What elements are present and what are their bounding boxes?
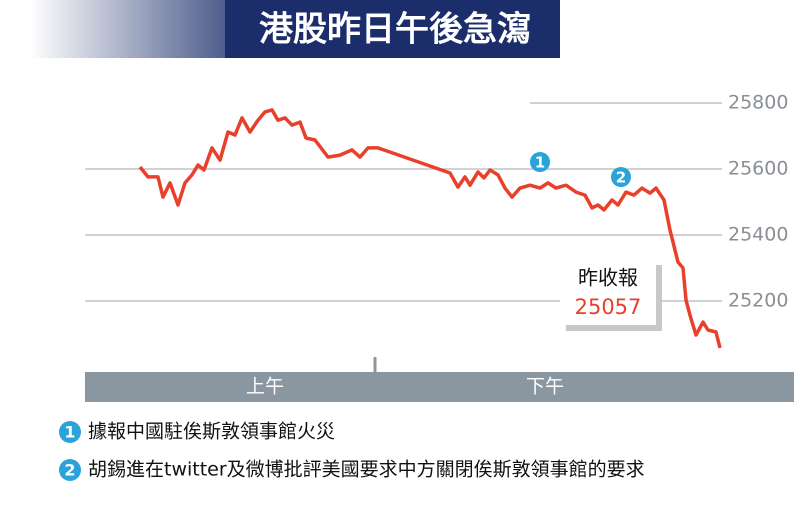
note-text: 據報中國駐俟斯敦領事館火災 xyxy=(88,421,335,443)
close-value: 25057 xyxy=(575,295,642,319)
close-box xyxy=(560,259,656,325)
note-marker xyxy=(59,459,81,481)
y-tick-label: 25600 xyxy=(728,158,788,180)
price-line xyxy=(138,108,722,349)
y-tick-label: 25800 xyxy=(728,92,788,114)
note-marker-label: 2 xyxy=(64,461,75,480)
y-tick-label: 25200 xyxy=(728,290,788,312)
session-bar xyxy=(85,372,794,402)
y-tick-label: 25400 xyxy=(728,224,788,246)
note-marker-label: 1 xyxy=(64,423,75,442)
title-band xyxy=(225,0,560,58)
note-text: 胡錫進在twitter及微博批評美國要求中方關閉俟斯敦領事館的要求 xyxy=(88,459,645,481)
session-label: 上午 xyxy=(246,376,284,398)
marker-label: 2 xyxy=(616,169,626,187)
note-marker xyxy=(59,421,81,443)
close-label: 昨收報 xyxy=(578,266,638,290)
marker xyxy=(611,167,631,187)
marker xyxy=(530,152,550,172)
chart-title: 港股昨日午後急瀉 xyxy=(259,10,531,50)
marker-label: 1 xyxy=(535,154,545,172)
session-label: 下午 xyxy=(526,376,564,398)
title-fade xyxy=(30,0,230,58)
